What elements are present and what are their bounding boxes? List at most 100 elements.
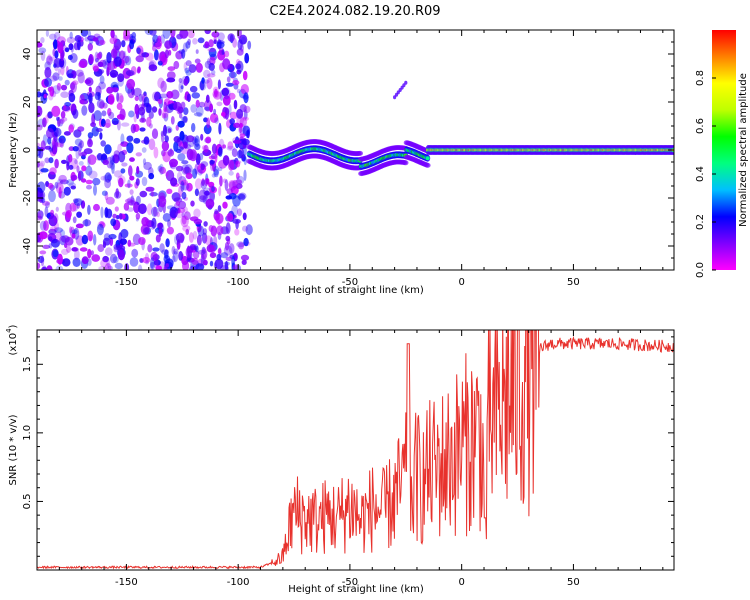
noise-cell [51,144,58,155]
spectrogram-panel: -150 -100 -50 0 50 -40 -20 0 20 40 Height of str… [8,29,675,296]
noise-cell [183,141,188,149]
noise-cell [96,53,102,60]
noise-cell [74,249,80,261]
noise-cell [92,37,99,42]
noise-cell [76,144,82,152]
noise-cell [71,229,78,235]
noise-cell [127,179,131,189]
noise-cell [159,243,165,253]
noise-cell [211,186,215,192]
noise-cell [88,170,98,179]
noise-cell [37,255,45,264]
noise-cell [40,140,46,151]
noise-cell [82,219,92,227]
noise-cell [150,257,155,269]
noise-cell [213,35,217,44]
colorbar-gradient [712,30,736,270]
noise-cell [200,248,208,260]
noise-cell [107,265,113,270]
noise-cell [149,192,158,197]
noise-cell [130,123,136,134]
noise-cell [222,144,227,149]
noise-cell [111,162,115,174]
noise-cell [179,130,185,141]
noise-cell [102,255,109,263]
noise-cell [74,159,78,165]
noise-cell [166,91,174,99]
noise-cell [240,84,249,95]
noise-cell [205,189,209,199]
noise-cell [141,52,150,58]
x-tick-label: 0 [458,577,464,588]
noise-cell [194,138,199,144]
noise-cell [110,48,118,59]
snr-series-line [37,330,674,570]
noise-cell [53,213,59,224]
noise-cell [208,62,215,71]
noise-cell [78,161,84,166]
noise-cell [224,50,230,58]
noise-cell [157,222,164,230]
noise-cell [181,160,189,165]
noise-cell [235,160,241,168]
noise-cell [195,99,200,108]
noise-cell [125,70,135,76]
noise-cell [177,153,186,162]
noise-cell [202,187,212,196]
noise-cell [213,108,217,115]
noise-cell [87,248,92,259]
noise-cell [175,210,184,219]
noise-cell [108,233,117,240]
noise-cell [42,117,47,128]
noise-cell [194,178,203,190]
noise-cell [76,165,80,173]
noise-cell [152,34,159,43]
noise-cell [76,211,82,218]
noise-cell [139,117,147,123]
noise-cell [233,122,241,128]
noise-cell [237,149,243,159]
noise-cell [235,172,240,180]
noise-cell [37,42,43,48]
noise-cell [209,159,214,166]
noise-cell [194,188,199,197]
noise-cell [99,132,103,140]
noise-cell [190,104,197,113]
noise-cell [183,78,189,86]
noise-cell [209,252,217,259]
noise-cell [139,127,146,132]
noise-cell [44,157,50,164]
x-tick-label: -50 [342,577,358,588]
noise-cell [48,228,57,235]
noise-cell [186,182,193,192]
noise-cell [180,85,184,90]
noise-cell [106,156,114,169]
noise-cell [116,93,124,104]
noise-cell [166,226,174,235]
noise-cell [112,256,119,264]
noise-cell [75,69,84,77]
noise-cell [52,85,61,95]
noise-cell [151,128,159,139]
noise-cell [170,116,175,125]
noise-cell [197,169,203,176]
noise-cell [48,236,53,241]
noise-cell [204,190,210,196]
snr-y-multiplier-base: (x10 [8,333,19,356]
noise-cell [87,30,92,38]
noise-cell [51,105,61,117]
noise-cell [126,142,134,154]
noise-cell [78,171,82,182]
noise-cell [103,233,111,241]
noise-cell [88,86,92,93]
noise-cell [90,122,96,128]
noise-cell [100,140,106,147]
noise-cell [213,91,222,100]
noise-cell [205,94,210,104]
noise-cell [201,178,206,186]
noise-cell [243,92,249,104]
noise-cell [113,191,122,199]
noise-cell [39,220,47,231]
noise-cell [211,69,216,75]
noise-cell [178,251,184,261]
